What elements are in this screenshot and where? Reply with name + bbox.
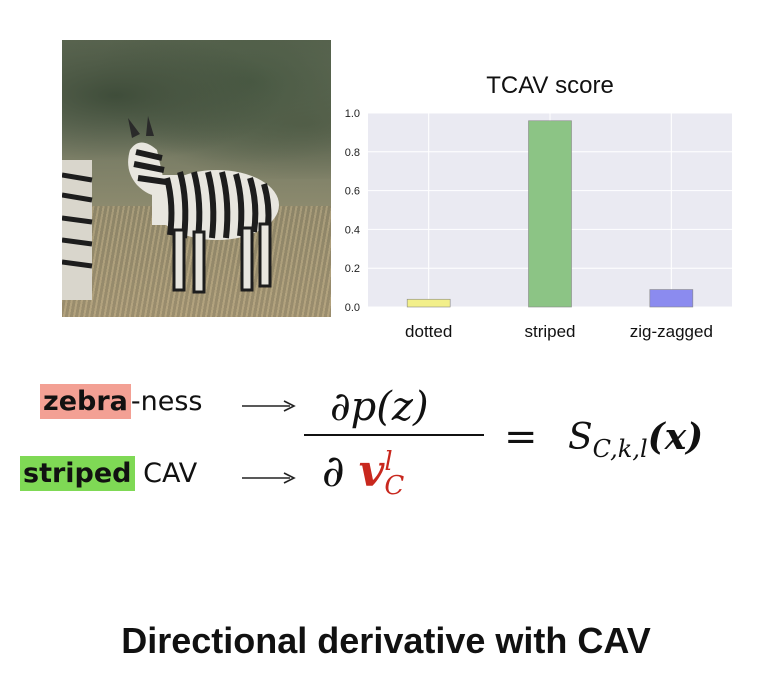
sensitivity-term: SC,k,l(x) [568, 416, 703, 463]
x-tick-label: dotted [405, 322, 452, 341]
arrow-right-icon [242, 400, 296, 412]
y-tick-label: 1.0 [345, 108, 360, 120]
zebra-highlight: zebra [40, 384, 131, 419]
slide-caption: Directional derivative with CAV [121, 620, 651, 661]
x-tick-label: zig-zagged [630, 322, 713, 341]
layer-superscript: l [384, 447, 393, 478]
zebra-photo [62, 40, 331, 317]
sensitivity-argument: (x) [647, 416, 704, 458]
formula-denominator: ∂ v l C [322, 446, 405, 501]
sensitivity-subscript: C,k,l [592, 435, 648, 464]
y-tick-label: 0.4 [345, 224, 360, 236]
zebra-ness-term: zebra -ness [40, 384, 203, 419]
equals-sign: = [504, 414, 538, 460]
tcav-bar-chart: 0.0 0.2 0.4 0.6 0.8 1.0 dotted striped zig-zagge… [345, 108, 732, 341]
partial-symbol: ∂ [322, 446, 345, 497]
fraction-bar [304, 434, 484, 436]
sensitivity-symbol: S [568, 417, 593, 458]
chart-title: TCAV score [486, 72, 614, 99]
y-tick-label: 0.8 [345, 147, 360, 159]
striped-cav-term: striped CAV [20, 456, 198, 491]
x-tick-label: striped [524, 322, 575, 341]
formula-numerator: ∂p(z) [330, 384, 429, 430]
concept-subscript: C [384, 470, 405, 501]
bar-dotted [406, 298, 451, 308]
cav-suffix: CAV [134, 458, 198, 489]
y-tick-label: 0.2 [345, 263, 360, 275]
y-tick-label: 0.6 [345, 186, 360, 198]
bar-striped [528, 120, 572, 308]
photo-trees [62, 40, 331, 179]
zebra-figure [62, 116, 279, 300]
bar-zig-zagged [649, 289, 694, 308]
cav-vector: v [358, 446, 385, 497]
y-tick-label: 0.0 [345, 302, 360, 314]
arrow-right-icon [242, 472, 296, 484]
zebra-suffix: -ness [130, 386, 203, 417]
striped-highlight: striped [20, 456, 135, 491]
